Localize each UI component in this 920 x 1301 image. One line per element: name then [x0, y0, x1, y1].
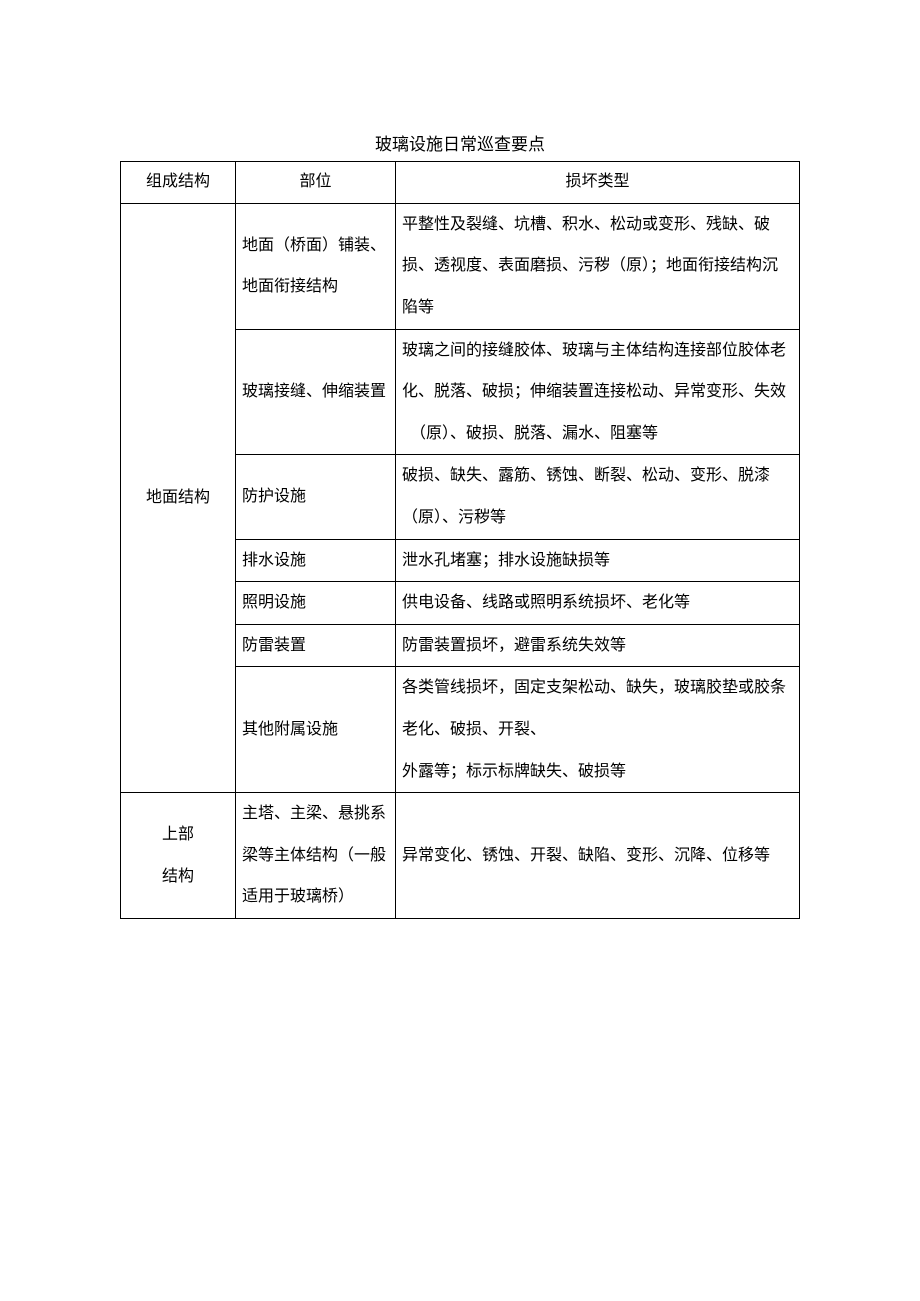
part-cell: 玻璃接缝、伸缩装置 — [236, 329, 396, 455]
defect-cell: 平整性及裂缝、坑槽、积水、松动或变形、残缺、破损、透视度、表面磨损、污秽（原）；… — [396, 203, 800, 329]
part-cell: 地面（桥面）铺装、地面衔接结构 — [236, 203, 396, 329]
defect-cell: 玻璃之间的接缝胶体、玻璃与主体结构连接部位胶体老化、脱落、破损；伸缩装置连接松动… — [396, 329, 800, 455]
table-header-row: 组成结构 部位 损坏类型 — [121, 162, 800, 204]
part-cell: 排水设施 — [236, 539, 396, 582]
group-name-upper-l2: 结构 — [127, 856, 229, 898]
table-title: 玻璃设施日常巡查要点 — [120, 130, 800, 155]
inspection-table: 组成结构 部位 损坏类型 地面结构 地面（桥面）铺装、地面衔接结构 平整性及裂缝… — [120, 161, 800, 919]
defect-cell: 各类管线损坏，固定支架松动、缺失，玻璃胶垫或胶条老化、破损、开裂、外露等；标示标… — [396, 667, 800, 793]
defect-cell: 泄水孔堵塞；排水设施缺损等 — [396, 539, 800, 582]
table-row: 地面结构 地面（桥面）铺装、地面衔接结构 平整性及裂缝、坑槽、积水、松动或变形、… — [121, 203, 800, 329]
group-name-upper-l1: 上部 — [127, 814, 229, 856]
defect-cell: 供电设备、线路或照明系统损坏、老化等 — [396, 582, 800, 625]
header-structure: 组成结构 — [121, 162, 236, 204]
defect-cell: 破损、缺失、露筋、锈蚀、断裂、松动、变形、脱漆（原）、污秽等 — [396, 455, 800, 539]
part-cell: 防雷装置 — [236, 624, 396, 667]
table-row: 上部 结构 主塔、主梁、悬挑系梁等主体结构（一般适用于玻璃桥） 异常变化、锈蚀、… — [121, 793, 800, 919]
defect-cell: 防雷装置损坏，避雷系统失效等 — [396, 624, 800, 667]
header-defect: 损坏类型 — [396, 162, 800, 204]
header-part: 部位 — [236, 162, 396, 204]
part-cell: 主塔、主梁、悬挑系梁等主体结构（一般适用于玻璃桥） — [236, 793, 396, 919]
part-cell: 防护设施 — [236, 455, 396, 539]
group-name-ground: 地面结构 — [121, 203, 236, 792]
group-name-upper: 上部 结构 — [121, 793, 236, 919]
part-cell: 照明设施 — [236, 582, 396, 625]
part-cell: 其他附属设施 — [236, 667, 396, 793]
defect-cell: 异常变化、锈蚀、开裂、缺陷、变形、沉降、位移等 — [396, 793, 800, 919]
